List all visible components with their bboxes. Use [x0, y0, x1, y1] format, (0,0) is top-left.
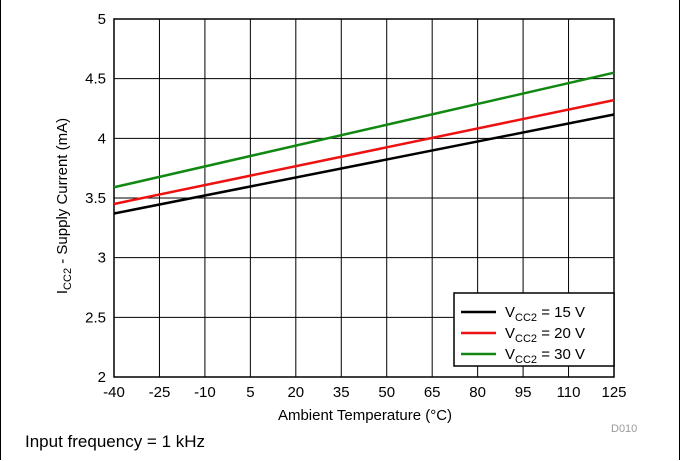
legend-label-3: VCC2 = 30 V [505, 346, 585, 366]
legend-label-2: VCC2 = 20 V [505, 325, 585, 345]
figure-code: D010 [611, 423, 637, 435]
series-line-2 [113, 98, 615, 206]
y-tick-label: 4 [98, 130, 106, 147]
x-tick-label: 50 [378, 384, 395, 401]
y-tick-label: 5 [98, 11, 106, 28]
y-tick-labels: 2 2.5 3 3.5 4 4.5 5 [85, 11, 106, 386]
x-tick-label: -10 [194, 384, 216, 401]
y-tick-label: 3 [98, 250, 106, 267]
x-axis-label: Ambient Temperature (°C) [278, 407, 452, 424]
series-lines [113, 71, 615, 215]
x-tick-label: -25 [149, 384, 171, 401]
series-line-1 [113, 113, 615, 215]
series-line-3 [113, 71, 615, 189]
y-tick-label: 2.5 [85, 309, 106, 326]
x-tick-label: 35 [333, 384, 350, 401]
x-tick-label: 110 [557, 384, 581, 401]
y-axis-label-rest: - Supply Current (mA) [54, 118, 71, 268]
legend-label-1: VCC2 = 15 V [505, 304, 585, 324]
x-tick-label: -40 [103, 384, 125, 401]
y-tick-label: 3.5 [85, 190, 106, 207]
y-tick-label: 4.5 [85, 71, 106, 88]
x-tick-label: 65 [424, 384, 441, 401]
y-axis-label-sub: CC2 [62, 268, 74, 290]
y-tick-label: 2 [98, 369, 106, 386]
y-axis-label: ICC2 - Supply Current (mA) [54, 118, 74, 294]
x-tick-label: 5 [246, 384, 254, 401]
y-axis-label-main: I [54, 290, 71, 294]
x-tick-label: 95 [515, 384, 532, 401]
footnote: Input frequency = 1 kHz [25, 432, 206, 451]
x-tick-label: 20 [287, 384, 304, 401]
x-tick-label: 80 [469, 384, 486, 401]
plot-area-border [113, 18, 615, 378]
x-tick-label: 125 [601, 384, 626, 401]
x-tick-labels: -40 -25 -10 5 20 35 50 65 80 95 110 125 [103, 384, 626, 401]
